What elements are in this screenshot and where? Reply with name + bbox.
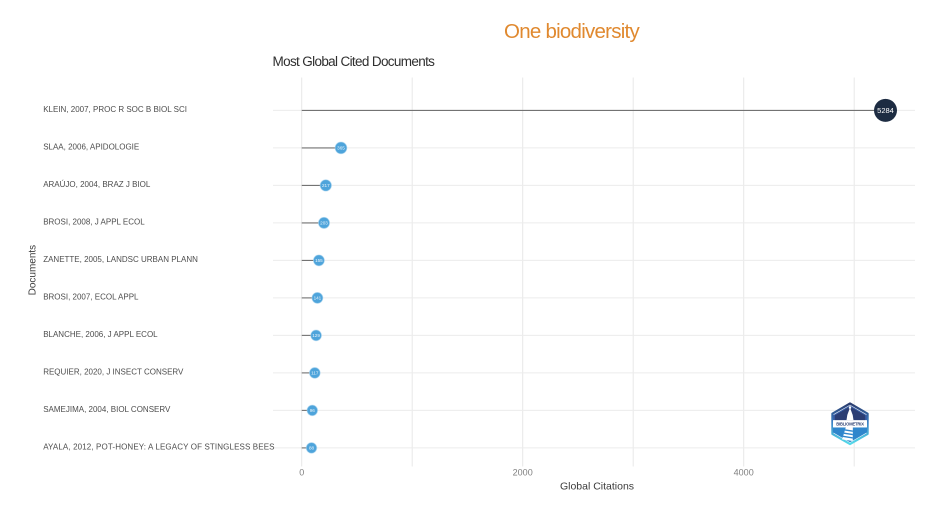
svg-text:REQUIER, 2020, J INSECT CONSER: REQUIER, 2020, J INSECT CONSERV xyxy=(43,367,184,376)
svg-text:BIBLIOMETRIX: BIBLIOMETRIX xyxy=(836,422,864,427)
svg-text:365: 365 xyxy=(337,146,345,151)
svg-text:BLANCHE, 2006, J APPL ECOL: BLANCHE, 2006, J APPL ECOL xyxy=(43,330,158,339)
svg-text:5284: 5284 xyxy=(877,106,894,115)
svg-text:141: 141 xyxy=(314,296,322,301)
svg-text:AYALA, 2012, POT-HONEY: A LEGA: AYALA, 2012, POT-HONEY: A LEGACY OF STIN… xyxy=(43,442,274,451)
svg-text:129: 129 xyxy=(312,333,320,338)
svg-text:155: 155 xyxy=(315,258,323,263)
svg-text:96: 96 xyxy=(310,408,316,413)
svg-text:2000: 2000 xyxy=(513,468,533,478)
svg-text:One biodiversity: One biodiversity xyxy=(504,20,640,43)
svg-text:KLEIN, 2007, PROC R SOC B BIOL: KLEIN, 2007, PROC R SOC B BIOL SCI xyxy=(43,105,187,114)
svg-text:BROSI, 2008, J APPL ECOL: BROSI, 2008, J APPL ECOL xyxy=(43,217,145,226)
svg-text:SLAA, 2006, APIDOLOGIE: SLAA, 2006, APIDOLOGIE xyxy=(43,142,139,151)
svg-text:0: 0 xyxy=(299,468,304,478)
svg-text:4000: 4000 xyxy=(734,468,754,478)
svg-text:217: 217 xyxy=(322,183,330,188)
svg-text:Global Citations: Global Citations xyxy=(560,481,634,493)
svg-text:ZANETTE, 2005, LANDSC URBAN PL: ZANETTE, 2005, LANDSC URBAN PLANN xyxy=(43,255,198,264)
svg-text:88: 88 xyxy=(309,446,315,451)
svg-text:ARAÚJO, 2004, BRAZ J BIOL: ARAÚJO, 2004, BRAZ J BIOL xyxy=(43,180,151,189)
svg-text:117: 117 xyxy=(311,371,319,376)
svg-text:Most Global Cited Documents: Most Global Cited Documents xyxy=(273,54,436,69)
svg-text:Documents: Documents xyxy=(28,245,39,296)
svg-text:SAMEJIMA, 2004, BIOL CONSERV: SAMEJIMA, 2004, BIOL CONSERV xyxy=(43,405,171,414)
svg-text:203: 203 xyxy=(320,221,328,226)
svg-text:BROSI, 2007, ECOL APPL: BROSI, 2007, ECOL APPL xyxy=(43,292,139,301)
